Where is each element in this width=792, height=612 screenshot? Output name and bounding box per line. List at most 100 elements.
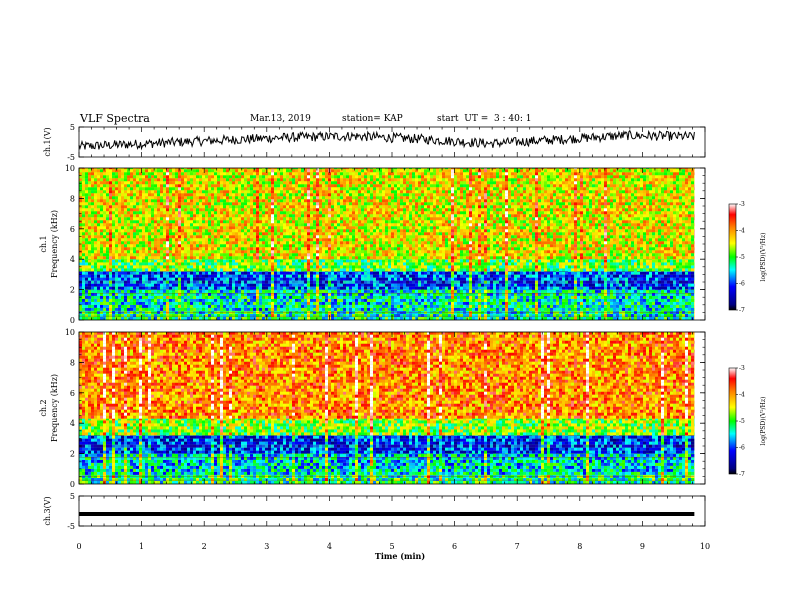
spectrogram-cell [256,247,259,250]
spectrogram-cell [253,275,256,278]
spectrogram-cell [262,250,265,253]
spectrogram-cell [112,169,115,172]
spectrogram-cell [121,262,124,265]
spectrogram-cell [169,196,172,199]
spectrogram-cell [115,278,118,281]
spectrogram-cell [337,259,340,260]
spectrogram-cell [193,247,196,250]
spectrogram-cell [196,253,199,256]
spectrogram-cell [124,265,127,268]
spectrogram-cell [118,250,121,253]
spectrogram-cell [343,308,346,311]
spectrogram-cell [169,241,172,244]
spectrogram-cell [256,232,259,235]
spectrogram-cell [100,290,103,293]
spectrogram-cell [310,196,313,199]
spectrogram-cell [211,175,214,178]
spectrogram-cell [268,278,271,281]
spectrogram-cell [142,265,145,268]
spectrogram-cell [190,299,193,302]
spectrogram-cell [193,190,196,193]
spectrogram-cell [181,229,184,232]
spectrogram-cell [322,275,325,278]
spectrogram-cell [142,196,145,199]
spectrogram-cell [169,202,172,205]
spectrogram-cell [244,244,247,247]
spectrogram-cell [199,181,202,184]
spectrogram-cell [193,275,196,278]
spectrogram-cell [247,232,250,235]
spectrogram-cell [331,205,334,208]
spectrogram-cell [94,241,97,244]
spectrogram-cell [265,205,268,208]
spectrogram-cell [253,211,256,214]
spectrogram-cell [130,238,133,241]
spectrogram-cell [172,187,175,190]
spectrogram-cell [286,220,289,223]
spectrogram-cell [148,278,151,281]
spectrogram-cell [322,193,325,196]
spectrogram-cell [130,205,133,208]
spectrogram-cell [85,244,88,247]
spectrogram-cell [85,193,88,196]
spectrogram-cell [262,184,265,187]
spectrogram-cell [250,193,253,196]
spectrogram-cell [310,244,313,247]
spectrogram-cell [319,196,322,199]
spectrogram-cell [181,241,184,244]
spectrogram-cell [115,172,118,175]
spectrogram-cell [340,290,343,291]
spectrogram-cell [265,214,268,217]
spectrogram-cell [235,193,238,196]
spectrogram-cell [187,202,190,205]
spectrogram-cell [217,196,220,199]
spectrogram-cell [79,256,82,259]
spectrogram-cell [211,223,214,226]
spectrogram-cell [163,214,166,217]
spectrogram-cell [334,241,337,244]
spectrogram-cell [166,211,169,214]
spectrogram-cell [103,244,106,247]
spectrogram-cell [241,284,244,287]
spectrogram-cell [115,290,118,293]
spectrogram-cell [328,190,331,193]
spectrogram-cell [337,172,340,175]
spectrogram-cell [268,172,271,175]
spectrogram-cell [112,226,115,229]
spectrogram-cell [172,196,175,199]
spectrogram-cell [349,205,352,208]
spectrogram-cell [265,305,268,308]
spectrogram-cell [112,196,115,199]
spectrogram-cell [253,229,256,232]
spectrogram-cell [187,317,190,320]
spectrogram-cell [172,223,175,226]
spectrogram-cell [142,287,145,290]
spectrogram-cell [295,244,298,247]
spectrogram-cell [112,184,115,187]
spectrogram-cell [307,181,310,184]
spectrogram-cell [118,244,121,247]
spectrogram-cell [226,232,229,235]
spectrogram-cell [298,247,301,250]
spectrogram-cell [100,287,103,290]
spectrogram-cell [247,256,250,259]
spectrogram-cell [85,211,88,214]
spectrogram-cell [286,229,289,232]
spectrogram-cell [313,259,316,260]
spectrogram-cell [334,229,337,232]
spectrogram-cell [319,220,322,223]
spectrogram-cell [82,181,85,184]
spectrogram-cell [259,259,262,260]
spectrogram-cell [199,229,202,232]
spectrogram-cell [343,220,346,223]
spectrogram-cell [178,278,181,281]
spectrogram-cell [211,287,214,290]
spectrogram-cell [331,259,334,262]
spectrogram-cell [262,278,265,281]
spectrogram-cell [199,265,202,268]
spectrogram-cell [211,308,214,311]
spectrogram-cell [256,308,259,311]
spectrogram-cell [127,302,130,305]
spectrogram-cell [151,181,154,184]
spectrogram-cell [154,265,157,268]
